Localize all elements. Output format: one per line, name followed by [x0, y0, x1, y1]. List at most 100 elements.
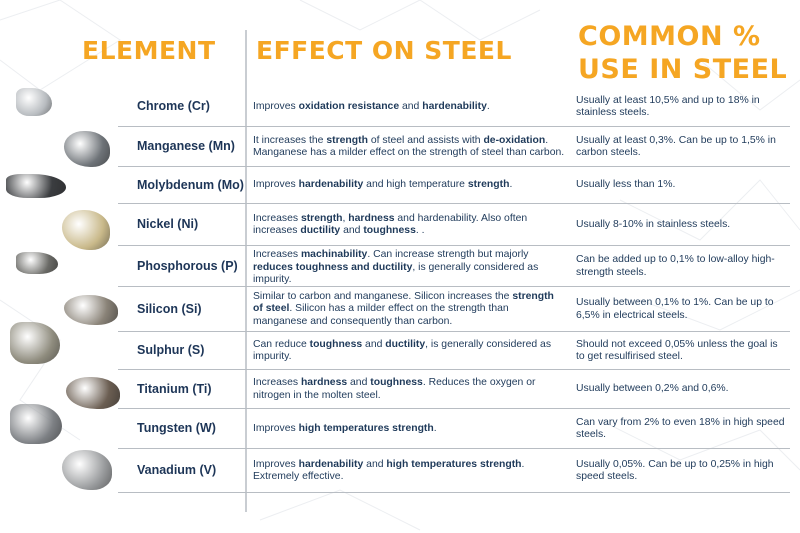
table-row: Vanadium (V) Improves hardenability and h… — [0, 450, 800, 492]
element-name: Nickel (Ni) — [137, 217, 199, 231]
effect-fragment: and — [363, 458, 387, 470]
effect-emphasis: high temperatures strength — [298, 422, 434, 434]
row-divider — [118, 126, 790, 127]
effect-emphasis: ductility — [300, 225, 341, 236]
element-name: Manganese (Mn) — [137, 139, 235, 153]
common-use-text: Can vary from 2% to even 18% in high spe… — [576, 416, 785, 441]
mineral-sample-image — [10, 404, 62, 444]
effect-fragment: of steel and assists with — [367, 134, 484, 146]
effect-fragment: and — [362, 338, 386, 350]
effect-fragment: Increases — [253, 377, 301, 388]
effect-emphasis: de-oxidation — [483, 134, 546, 146]
row-divider — [118, 369, 790, 370]
row-divider — [118, 166, 790, 167]
effect-text: Improves high temperatures strength. — [253, 423, 565, 436]
mineral-sample-image — [62, 450, 112, 490]
effect-fragment: , — [342, 212, 349, 224]
effect-emphasis: hardness — [348, 212, 395, 224]
effect-emphasis: machinability — [300, 249, 368, 260]
effect-fragment: . Reduces the oxygen or nitrogen in the … — [253, 377, 536, 401]
effect-emphasis: strength — [326, 134, 368, 146]
row-divider — [118, 286, 790, 287]
common-use-text: Usually at least 10,5% and up to 18% in … — [576, 94, 760, 119]
effect-emphasis: hardenability — [298, 458, 364, 470]
effect-fragment: . Extremely effective. — [253, 458, 525, 483]
mineral-sample-image — [64, 295, 118, 325]
column-divider — [245, 30, 247, 512]
common-use-text: Usually less than 1%. — [576, 179, 676, 190]
row-divider — [118, 203, 790, 204]
effect-fragment: . Can increase strength but majorly — [367, 249, 529, 260]
common-use-text: Usually 0,05%. Can be up to 0,25% in hig… — [576, 458, 774, 483]
effect-fragment: Can reduce — [253, 338, 310, 350]
row-divider — [118, 331, 790, 332]
header-element: ELEMENT — [82, 36, 216, 65]
row-divider — [118, 492, 790, 493]
effect-fragment: . Silicon has a milder effect on the str… — [253, 303, 509, 327]
element-name: Phosphorous (P) — [137, 258, 238, 273]
effect-fragment: and hardenability. Also often increases — [253, 212, 528, 237]
table-row: Manganese (Mn) It increases the strength … — [0, 128, 800, 166]
effect-fragment: and — [347, 377, 371, 388]
table-row: Nickel (Ni) Increases strength, hardness … — [0, 205, 800, 245]
mineral-sample-image — [66, 377, 120, 409]
table-row: Sulphur (S) Can reduce toughness and duct… — [0, 333, 800, 369]
element-name: Tungsten (W) — [137, 421, 216, 435]
table-row: Tungsten (W) Improves high temperatures s… — [0, 410, 800, 448]
effect-fragment: Improves — [253, 179, 299, 190]
effect-fragment: , is generally considered as impurity. — [253, 338, 552, 363]
mineral-sample-image — [62, 210, 110, 250]
common-use-text: Usually between 0,2% and 0,6%. — [576, 383, 729, 394]
effect-text: Increases machinability. Can increase st… — [253, 249, 565, 287]
element-name: Silicon (Si) — [137, 301, 202, 316]
element-name: Titanium (Ti) — [137, 381, 212, 396]
effect-fragment: and high temperature — [363, 179, 468, 190]
header-common: COMMON % USE IN STEEL — [578, 21, 788, 85]
table-row: Titanium (Ti) Increases hardness and toug… — [0, 371, 800, 408]
effect-fragment: It increases the — [253, 134, 327, 146]
effect-fragment: , is generally considered as impurity. — [253, 261, 539, 286]
effect-fragment: Improves — [253, 100, 299, 112]
effect-text: It increases the strength of steel and a… — [253, 135, 565, 160]
header-effect: EFFECT ON STEEL — [256, 36, 512, 65]
common-use-text: Usually between 0,1% to 1%. Can be up to… — [576, 297, 774, 321]
effect-emphasis: toughness — [370, 377, 423, 388]
element-name: Molybdenum (Mo) — [137, 177, 244, 192]
effect-fragment: . — [433, 422, 437, 434]
table-row: Molybdenum (Mo) Improves hardenability an… — [0, 168, 800, 203]
effect-text: Improves hardenability and high temperat… — [253, 179, 565, 192]
effect-emphasis: toughness — [363, 225, 416, 236]
mineral-sample-image — [16, 88, 52, 116]
effect-text: Improves hardenability and high temperat… — [253, 459, 565, 484]
effect-emphasis: toughness — [309, 338, 363, 350]
row-divider — [118, 448, 790, 449]
effect-emphasis: reduces toughness and ductility — [253, 261, 413, 273]
effect-fragment: . . — [415, 225, 425, 236]
effect-fragment: . — [486, 100, 490, 112]
effect-emphasis: oxidation resistance — [298, 100, 400, 112]
effect-text: Similar to carbon and manganese. Silicon… — [253, 291, 565, 329]
effect-fragment: and — [399, 100, 423, 112]
effect-emphasis: hardenability — [298, 179, 364, 190]
effect-text: Can reduce toughness and ductility, is g… — [253, 339, 565, 364]
common-use-text: Can be added up to 0,1% to low-alloy hig… — [576, 254, 775, 278]
effect-emphasis: hardness — [300, 377, 348, 388]
element-name: Sulphur (S) — [137, 343, 205, 357]
mineral-sample-image — [64, 131, 110, 167]
row-divider — [118, 245, 790, 246]
row-divider — [118, 408, 790, 409]
table-row: Silicon (Si) Similar to carbon and mangan… — [0, 288, 800, 331]
common-use-text: Usually at least 0,3%. Can be up to 1,5%… — [576, 134, 776, 159]
element-name: Chrome (Cr) — [137, 99, 210, 113]
effect-emphasis: high temperatures strength — [386, 458, 522, 470]
effect-fragment: Similar to carbon and manganese. Silicon… — [253, 290, 513, 302]
common-use-text: Should not exceed 0,05% unless the goal … — [576, 338, 778, 363]
table-row: Chrome (Cr) Improves oxidation resistance… — [0, 88, 800, 126]
effect-text: Improves oxidation resistance and harden… — [253, 101, 565, 114]
common-use-text: Usually 8-10% in stainless steels. — [576, 218, 731, 230]
effect-emphasis: hardenability — [422, 100, 487, 112]
effect-emphasis: ductility — [385, 338, 426, 350]
effect-fragment: Increases — [253, 249, 301, 260]
effect-fragment: Improves — [253, 422, 299, 434]
effect-fragment: . Manganese has a milder effect on the s… — [253, 134, 565, 159]
